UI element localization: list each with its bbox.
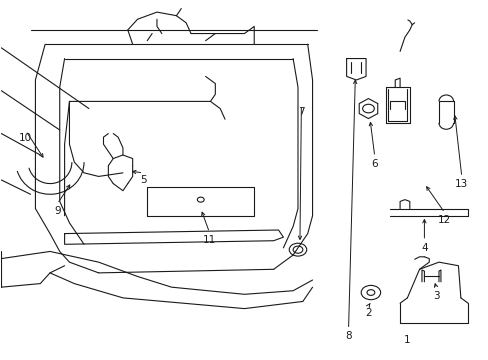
Text: 2: 2 — [365, 308, 371, 318]
Text: 10: 10 — [19, 133, 32, 143]
Text: 7: 7 — [298, 107, 304, 117]
Text: 4: 4 — [420, 243, 427, 253]
Text: 12: 12 — [437, 215, 450, 225]
Text: 8: 8 — [345, 332, 351, 342]
Text: 3: 3 — [432, 291, 439, 301]
Text: 6: 6 — [371, 159, 377, 169]
Text: 9: 9 — [54, 206, 61, 216]
Text: 11: 11 — [203, 235, 216, 245]
Text: 5: 5 — [140, 175, 146, 185]
Text: 13: 13 — [454, 179, 468, 189]
Text: 1: 1 — [403, 335, 410, 345]
